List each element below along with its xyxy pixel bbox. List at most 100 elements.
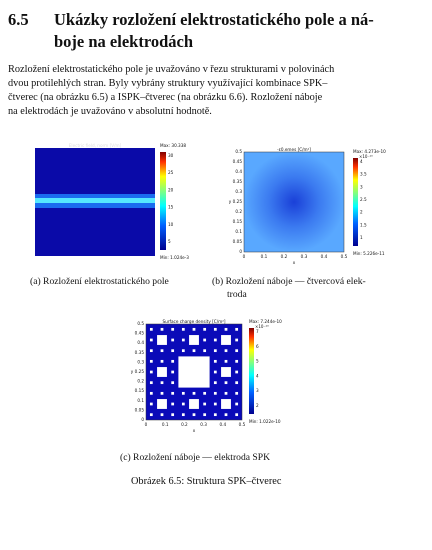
carpet-hole <box>235 381 239 385</box>
carpet-hole <box>224 359 228 363</box>
carpet-hole <box>160 381 164 385</box>
carpet-hole <box>160 327 164 331</box>
carpet-hole <box>213 413 217 417</box>
carpet-hole <box>213 402 217 406</box>
carpet-hole <box>203 402 207 406</box>
colorbar-tick: 20 <box>168 187 174 192</box>
y-tick-label: 0.15 <box>233 219 243 224</box>
carpet-hole <box>213 391 217 395</box>
colorbar-tick: 2 <box>256 403 259 408</box>
carpet-hole <box>235 370 239 374</box>
carpet-hole <box>171 370 175 374</box>
carpet-hole <box>203 391 207 395</box>
y-tick-label: 0.35 <box>233 179 243 184</box>
colorbar-tick: 3 <box>256 388 259 393</box>
carpet-hole <box>224 391 228 395</box>
carpet-hole <box>160 349 164 353</box>
paragraph-line: Rozložení elektrostatického pole je uvaž… <box>8 64 335 75</box>
carpet-hole <box>224 381 228 385</box>
colorbar-tick: 1.5 <box>360 222 367 227</box>
carpet-hole <box>181 338 185 342</box>
plot-frame <box>145 323 243 421</box>
carpet-hole <box>171 338 175 342</box>
carpet-hole <box>192 327 196 331</box>
carpet-hole <box>235 349 239 353</box>
y-tick-label: 0 <box>141 417 144 422</box>
carpet-hole <box>149 327 153 331</box>
colorbar-tick: 5 <box>168 239 171 244</box>
colorbar-tick: 15 <box>168 205 174 210</box>
carpet-hole <box>213 349 217 353</box>
y-tick-label: 0.15 <box>135 388 145 393</box>
plot-title: -ε0.emes [C/m²] <box>277 147 311 152</box>
carpet-hole <box>224 349 228 353</box>
carpet-hole <box>181 413 185 417</box>
carpet-hole <box>149 370 153 374</box>
colorbar-tick: 7 <box>256 329 259 334</box>
carpet-hole <box>213 359 217 363</box>
colorbar-min: Min: 1.022e-10 <box>249 419 281 424</box>
colorbar-min: Min: 5.226e-11 <box>353 251 385 256</box>
colorbar-max: Max: 4.273e-10 <box>353 149 386 154</box>
x-tick-label: 0.2 <box>281 254 288 259</box>
carpet-hole <box>235 402 239 406</box>
y-tick-label: 0.5 <box>235 149 242 154</box>
colorbar <box>353 158 358 246</box>
y-tick-label: 0.05 <box>135 407 145 412</box>
carpet-hole <box>160 359 164 363</box>
x-tick-label: 0 <box>145 422 148 427</box>
x-tick-label: 0.3 <box>200 422 207 427</box>
carpet-hole <box>213 370 217 374</box>
carpet-hole <box>192 413 196 417</box>
carpet-hole <box>221 399 231 409</box>
colorbar-max: Max: 7.244e-10 <box>249 319 282 324</box>
colorbar-exponent: ×10⁻¹⁰ <box>359 154 373 159</box>
y-tick-label: 0.45 <box>233 159 243 164</box>
y-tick-label: 0.45 <box>135 331 145 336</box>
carpet-hole <box>224 327 228 331</box>
carpet-hole <box>181 391 185 395</box>
x-tick-label: 0.2 <box>181 422 188 427</box>
y-tick-label: 0.1 <box>235 229 242 234</box>
figure-b: -ε0.emes [C/m²] Max: 4.273e-10 Min: 5.226e… <box>229 147 386 265</box>
x-tick-label: 0.1 <box>162 422 169 427</box>
carpet-hole <box>224 413 228 417</box>
carpet-hole <box>171 413 175 417</box>
carpet-hole <box>181 327 185 331</box>
carpet-hole <box>213 338 217 342</box>
carpet-hole <box>149 338 153 342</box>
carpet-hole <box>160 391 164 395</box>
colorbar-min: Min: 1.024e-3 <box>160 255 189 260</box>
colorbar-exponent: ×10⁻¹⁰ <box>255 324 269 329</box>
y-tick-label: 0.4 <box>137 340 144 345</box>
charge-plot <box>244 152 344 252</box>
colorbar-max: Max: 30.338 <box>160 143 186 148</box>
carpet-hole <box>221 335 231 345</box>
y-tick-label: 0.3 <box>235 189 242 194</box>
carpet-hole <box>157 335 167 345</box>
paragraph-line: čtverec (na obrázku 6.5) a ISPK–čtverec … <box>8 92 323 103</box>
carpet-hole <box>235 327 239 331</box>
colorbar-tick: 10 <box>168 222 174 227</box>
field-band <box>35 198 155 203</box>
subcaption: troda <box>227 289 247 300</box>
colorbar-tick: 1 <box>360 235 363 240</box>
colorbar-tick: 30 <box>168 153 174 158</box>
carpet-hole <box>181 349 185 353</box>
carpet-hole <box>192 391 196 395</box>
carpet-hole <box>235 359 239 363</box>
carpet-hole <box>171 391 175 395</box>
carpet-hole <box>189 335 199 345</box>
carpet-hole <box>178 356 210 388</box>
y-axis-label: y <box>229 199 232 204</box>
carpet-hole <box>149 359 153 363</box>
colorbar-tick: 4 <box>256 373 259 378</box>
carpet-hole <box>203 327 207 331</box>
carpet-hole <box>235 413 239 417</box>
colorbar-tick: 25 <box>168 170 174 175</box>
colorbar-tick: 5 <box>256 359 259 364</box>
section-number: 6.5 <box>8 10 29 29</box>
colorbar-tick: 2 <box>360 210 363 215</box>
y-tick-label: 0.1 <box>137 398 144 403</box>
